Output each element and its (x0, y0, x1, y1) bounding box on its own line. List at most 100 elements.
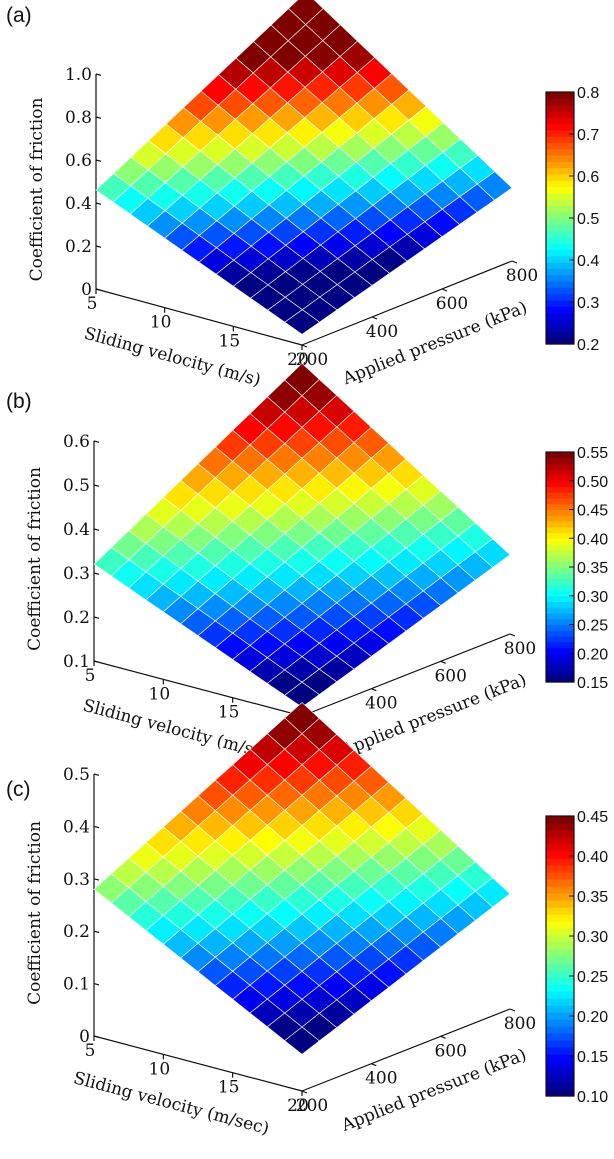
y-tick-label: 400 (365, 1069, 397, 1089)
z-tick-label: 0.5 (63, 476, 90, 496)
colorbar-swatch (546, 492, 574, 499)
colorbar-swatch (546, 886, 574, 894)
colorbar-swatch (546, 92, 574, 99)
colorbar-swatch (546, 659, 574, 666)
surface-face (284, 681, 320, 708)
colorbar-swatch (546, 844, 574, 852)
colorbar-swatch (546, 1068, 574, 1076)
colorbar-swatch (546, 595, 574, 603)
colorbar-tick-label: 0.3 (577, 295, 599, 312)
colorbar-swatch (546, 1061, 574, 1069)
colorbar-swatch (546, 561, 574, 568)
colorbar-swatch (546, 509, 574, 516)
colorbar-swatch (546, 1040, 574, 1048)
colorbar-swatch (546, 287, 574, 295)
colorbar-swatch (546, 572, 574, 580)
colorbar-swatch (546, 123, 574, 131)
y-axis-line (301, 1008, 511, 1092)
colorbar: 0.55 0.50 0.45 0.40 0.35 0.30 0.25 0.20 0.15 (545, 445, 608, 692)
colorbar-tick-label: 0.30 (577, 929, 608, 946)
x-tick-label: 15 (219, 331, 241, 351)
x-tick-label: 15 (218, 703, 240, 723)
colorbar-swatch (546, 837, 574, 845)
colorbar-swatch (546, 538, 574, 545)
y-tick-mark (441, 288, 448, 292)
colorbar-tick-label: 0.15 (577, 1049, 608, 1066)
z-tick-label: 0.1 (63, 652, 90, 672)
x-axis-line (93, 660, 303, 717)
colorbar-swatch (546, 331, 574, 339)
z-tick-label: 0.6 (65, 151, 92, 171)
colorbar-swatch (546, 977, 574, 985)
colorbar-swatch (546, 186, 574, 194)
colorbar-tick-label: 0.20 (577, 646, 608, 663)
y-tick-label: 400 (365, 694, 397, 714)
colorbar-swatch (546, 970, 574, 978)
z-tick-mark (93, 878, 100, 881)
z-axis-label: Coefficient of friction (25, 467, 45, 651)
colorbar-swatch (546, 949, 574, 957)
colorbar-swatch (546, 167, 574, 175)
colorbar-swatch (546, 630, 574, 637)
z-tick-label: 0.6 (63, 432, 90, 452)
colorbar-swatch (546, 647, 574, 654)
colorbar-swatch (546, 578, 574, 585)
z-tick-label: 0.4 (63, 520, 90, 540)
z-tick-mark (95, 73, 102, 76)
colorbar-tick-label: 0.2 (577, 337, 599, 354)
colorbar-swatch (546, 1089, 574, 1097)
colorbar-swatch (546, 670, 574, 677)
z-tick-mark (93, 983, 100, 986)
colorbar-swatch (546, 503, 574, 511)
y-tick-mark (371, 688, 377, 692)
z-tick-label: 1.0 (65, 65, 92, 85)
surface-face (284, 309, 321, 335)
z-tick-label: 0.3 (63, 564, 90, 584)
y-tick-mark (440, 1035, 446, 1039)
x-tick-label: 10 (149, 1059, 171, 1079)
colorbar-tick-label: 0.8 (577, 85, 599, 102)
y-tick-mark (511, 260, 518, 264)
z-tick-mark (95, 159, 102, 162)
colorbar-swatch (546, 872, 574, 880)
y-tick-mark (371, 1063, 377, 1067)
y-axis-line (301, 633, 511, 717)
y-tick-label: 800 (504, 639, 536, 659)
colorbar-swatch (546, 1012, 574, 1020)
colorbar-swatch (546, 521, 574, 528)
y-tick-mark (301, 344, 308, 348)
colorbar-swatch (546, 676, 574, 683)
z-tick-mark (95, 116, 102, 119)
colorbar-swatch (546, 624, 574, 631)
colorbar-frame (545, 815, 575, 1097)
colorbar-swatch (546, 268, 574, 276)
colorbar-tick-label: 0.4 (577, 253, 599, 270)
y-tick-mark (371, 316, 378, 320)
x-tick-label: 20 (287, 1096, 309, 1116)
colorbar-tick-label: 0.25 (577, 969, 608, 986)
z-tick-label: 0.4 (63, 817, 90, 837)
y-axis-label: Applied pressure (kPa) (339, 298, 530, 390)
colorbar-swatch (546, 224, 574, 232)
colorbar-swatch (546, 653, 574, 660)
colorbar-swatch (546, 249, 574, 257)
colorbar-swatch (546, 590, 574, 597)
colorbar-tick-label: 0.40 (577, 531, 608, 548)
colorbar-tick-label: 0.40 (577, 849, 608, 866)
colorbar-tick-label: 0.20 (577, 1009, 608, 1026)
colorbar-tick-label: 0.45 (577, 503, 608, 520)
x-axis-label: Sliding velocity (m/sec) (71, 1068, 271, 1139)
colorbar-swatch (546, 1082, 574, 1090)
colorbar-swatch (546, 148, 574, 156)
colorbar-swatch (546, 526, 574, 534)
colorbar-swatch (546, 555, 574, 562)
colorbar-swatch (546, 984, 574, 992)
z-tick-label: 0.5 (63, 765, 90, 785)
colorbar-swatch (546, 469, 574, 476)
z-tick-mark (93, 930, 100, 934)
colorbar-tick-label: 0.7 (577, 127, 599, 144)
colorbar-swatch (546, 104, 574, 112)
colorbar-swatch (546, 155, 574, 162)
surface (95, 0, 513, 335)
colorbar-swatch (546, 544, 574, 551)
